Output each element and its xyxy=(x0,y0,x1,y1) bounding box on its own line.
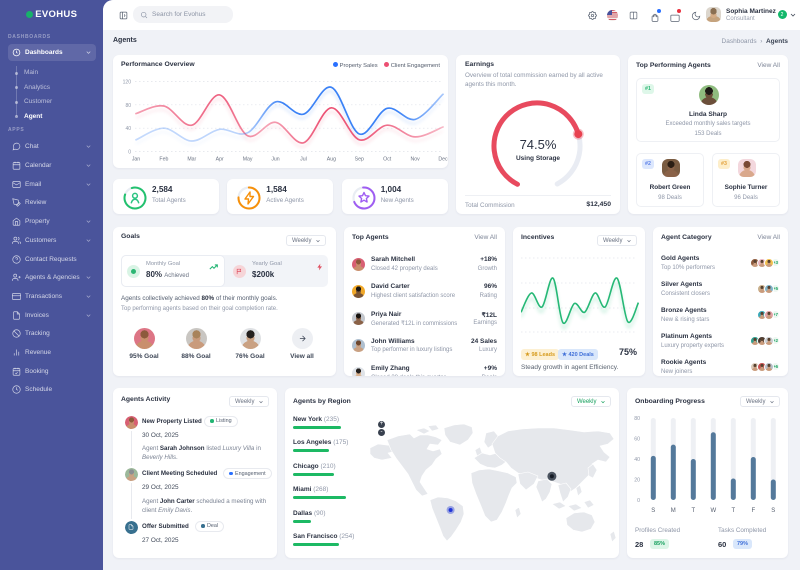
svg-text:Dec: Dec xyxy=(438,157,448,163)
svg-text:M: M xyxy=(671,508,676,514)
svg-text:60: 60 xyxy=(634,437,640,443)
svg-text:F: F xyxy=(751,508,755,514)
svg-text:40: 40 xyxy=(634,457,640,463)
svg-text:T: T xyxy=(691,508,695,514)
svg-text:40: 40 xyxy=(125,126,131,132)
svg-text:May: May xyxy=(243,157,253,163)
svg-text:S: S xyxy=(651,508,655,514)
svg-text:Feb: Feb xyxy=(159,157,168,163)
svg-text:Jun: Jun xyxy=(271,157,279,163)
svg-text:20: 20 xyxy=(634,478,640,484)
svg-text:Oct: Oct xyxy=(383,157,392,163)
svg-text:0: 0 xyxy=(637,498,640,504)
svg-text:Aug: Aug xyxy=(327,157,336,163)
svg-text:80: 80 xyxy=(125,103,131,109)
svg-text:Nov: Nov xyxy=(410,157,420,163)
svg-text:120: 120 xyxy=(123,80,132,86)
svg-text:T: T xyxy=(731,508,735,514)
svg-text:Apr: Apr xyxy=(216,157,224,163)
svg-text:Jan: Jan xyxy=(132,157,140,163)
svg-text:Mar: Mar xyxy=(187,157,196,163)
svg-text:Sep: Sep xyxy=(355,157,364,163)
svg-text:0: 0 xyxy=(128,150,131,156)
svg-text:Jul: Jul xyxy=(300,157,307,163)
svg-text:80: 80 xyxy=(634,416,640,422)
svg-text:S: S xyxy=(771,508,775,514)
svg-text:W: W xyxy=(710,508,716,514)
